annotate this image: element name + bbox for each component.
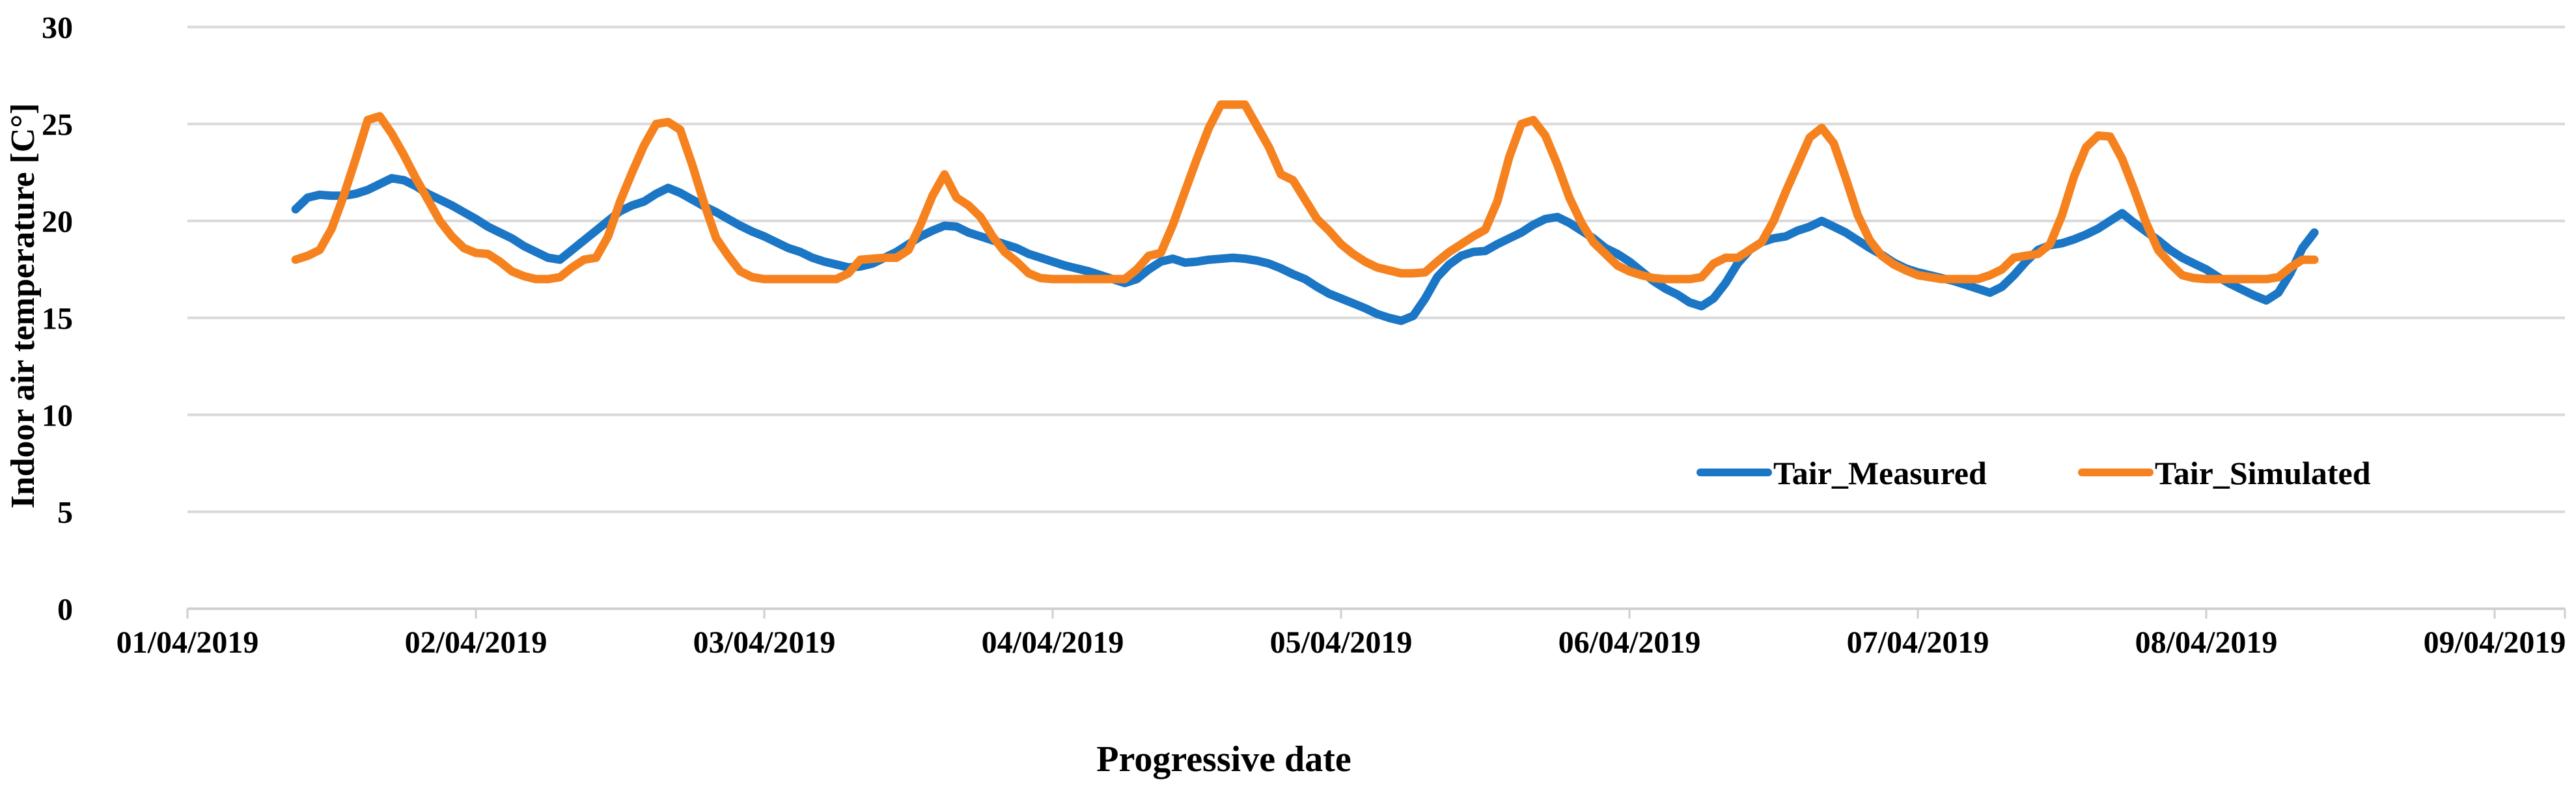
x-tick-label-5: 06/04/2019: [1558, 625, 1701, 660]
legend-item-tair-measured: Tair_Measured: [1697, 455, 1987, 491]
y-tick-label-15: 15: [42, 302, 73, 336]
y-tick-label-25: 25: [42, 108, 73, 143]
x-tick-label-4: 05/04/2019: [1270, 625, 1413, 660]
legend-item-tair-simulated: Tair_Simulated: [2078, 455, 2371, 491]
series-lines: [291, 100, 2319, 325]
y-axis-title: Indoor air temperature [C°]: [5, 103, 42, 508]
y-tick-label-30: 30: [42, 11, 73, 46]
x-tick-label-7: 08/04/2019: [2135, 625, 2278, 660]
series-line-tair_measured: [291, 174, 2319, 325]
x-tick-label-6: 07/04/2019: [1847, 625, 1989, 660]
x-axis-tick-marks: [186, 608, 2566, 619]
x-tick-label-8: 09/04/2019: [2424, 625, 2566, 660]
y-tick-label-5: 5: [57, 496, 73, 530]
x-tick-label-2: 03/04/2019: [693, 625, 836, 660]
legend-label-simulated: Tair_Simulated: [2155, 455, 2371, 491]
gridlines: [187, 25, 2565, 610]
y-tick-label-0: 0: [57, 593, 73, 627]
x-tick-label-0: 01/04/2019: [117, 625, 259, 660]
legend-label-measured: Tair_Measured: [1773, 455, 1987, 491]
y-tick-label-20: 20: [42, 205, 73, 239]
y-tick-label-10: 10: [42, 399, 73, 433]
y-axis-tick-labels: 0 5 10 15 20 25 30: [42, 11, 73, 627]
x-axis-tick-labels: 01/04/2019 02/04/2019 03/04/2019 04/04/2019…: [117, 625, 2566, 660]
legend: Tair_Measured Tair_Simulated: [1697, 455, 2371, 491]
x-tick-label-3: 04/04/2019: [982, 625, 1124, 660]
x-tick-label-1: 02/04/2019: [405, 625, 547, 660]
series-line-tair_simulated: [291, 100, 2319, 284]
x-axis-title: Progressive date: [1096, 739, 1351, 780]
